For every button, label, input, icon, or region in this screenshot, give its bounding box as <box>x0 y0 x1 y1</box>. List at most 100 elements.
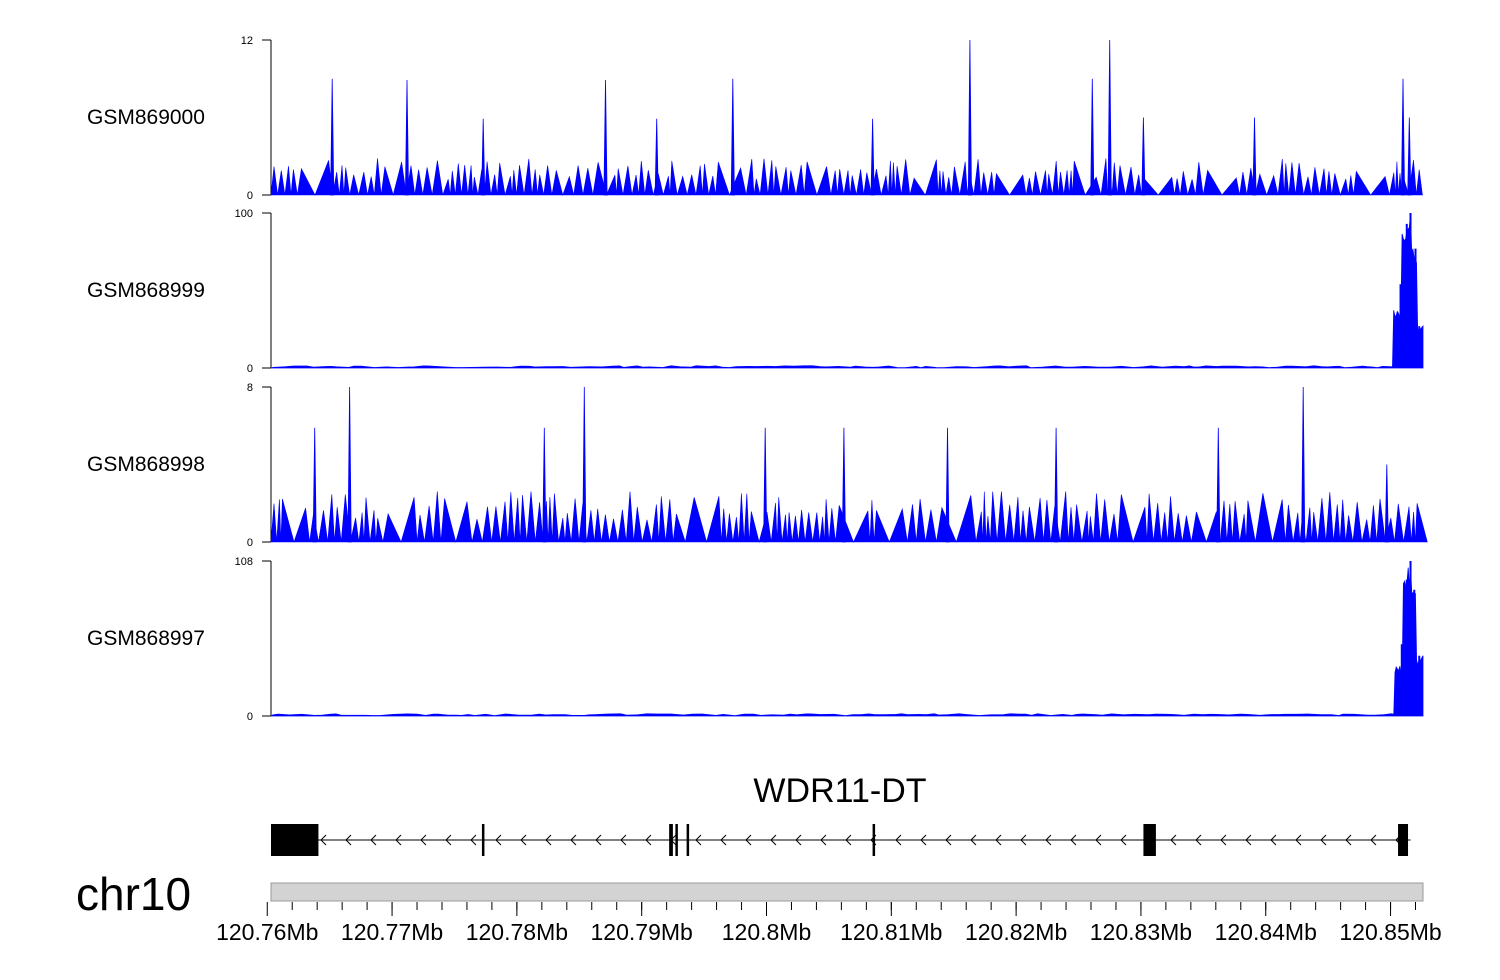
track-peak <box>347 386 352 543</box>
track-name-label: GSM869000 <box>87 106 205 129</box>
track-peak <box>730 78 735 196</box>
strand-arrow-icon <box>795 834 802 846</box>
gene-exon <box>686 824 690 856</box>
track-peak <box>1252 117 1257 196</box>
gene-exon <box>1398 824 1409 856</box>
track-GSM868997: 108 0 GSM868997 <box>87 556 1424 723</box>
strand-arrow-icon <box>1270 834 1277 846</box>
track-y-tick-label-max: 108 <box>235 556 253 568</box>
axis-tick-label: 120.81Mb <box>840 919 942 945</box>
axis-tick-label: 120.78Mb <box>466 919 568 945</box>
strand-arrow-icon <box>395 834 402 846</box>
strand-arrow-icon <box>1220 834 1227 846</box>
gene-exon <box>675 824 678 856</box>
strand-arrow-icon <box>595 834 602 846</box>
track-peak <box>312 427 317 543</box>
strand-arrow-icon <box>495 834 502 846</box>
track-peak <box>763 427 768 543</box>
axis-tick-label: 120.82Mb <box>965 919 1067 945</box>
axis-tick-label: 120.77Mb <box>341 919 443 945</box>
strand-arrow-icon <box>370 834 377 846</box>
chromosome-label: chr10 <box>76 868 191 920</box>
strand-arrow-icon <box>445 834 452 846</box>
axis-tick-label: 120.83Mb <box>1090 919 1192 945</box>
strand-arrow-icon <box>470 834 477 846</box>
track-signal-area <box>270 158 1423 197</box>
strand-arrow-icon <box>820 834 827 846</box>
strand-arrow-icon <box>970 834 977 846</box>
gene-label: WDR11-DT <box>753 772 926 810</box>
strand-arrow-icon <box>1295 834 1302 846</box>
track-peak <box>1107 39 1112 196</box>
strand-arrow-icon <box>770 834 777 846</box>
axis-tick-label: 120.76Mb <box>216 919 318 945</box>
track-GSM868998: 8 0 GSM868998 <box>87 382 1428 549</box>
track-signal-area <box>270 491 1428 544</box>
track-peak <box>870 118 875 196</box>
track-peak <box>404 79 410 196</box>
track-peak <box>1141 117 1146 196</box>
track-y-tick-label-max: 8 <box>247 382 253 394</box>
strand-arrow-icon <box>545 834 552 846</box>
strand-arrow-icon <box>1195 834 1202 846</box>
track-name-label: GSM868997 <box>87 627 205 650</box>
track-y-tick-label-max: 100 <box>235 208 253 220</box>
chromosome-ideogram <box>270 882 1424 902</box>
strand-arrow-icon <box>1045 834 1052 846</box>
track-peak <box>1384 464 1389 543</box>
strand-arrow-icon <box>1095 834 1102 846</box>
track-name-label: GSM868998 <box>87 453 205 476</box>
strand-arrow-icon <box>1070 834 1077 846</box>
track-peak <box>1216 427 1221 543</box>
axis-tick-label: 120.84Mb <box>1215 919 1317 945</box>
strand-arrow-icon <box>620 834 627 846</box>
track-signal-area <box>270 567 1424 717</box>
strand-arrow-icon <box>1245 834 1252 846</box>
signal-tracks: 12 0 GSM869000 100 0 GSM868999 8 0 GSM868998 108 0… <box>87 35 1428 723</box>
track-peak <box>542 427 547 543</box>
gene-exon <box>271 824 319 856</box>
axis-tick-label: 120.8Mb <box>722 919 812 945</box>
strand-arrow-icon <box>570 834 577 846</box>
track-peak <box>603 79 608 196</box>
gene-exon <box>481 824 485 856</box>
track-peak <box>1090 78 1095 196</box>
track-GSM868999: 100 0 GSM868999 <box>87 208 1424 375</box>
strand-arrow-icon <box>695 834 702 846</box>
strand-arrow-icon <box>520 834 527 846</box>
strand-arrow-icon <box>945 834 952 846</box>
strand-arrow-icon <box>1170 834 1177 846</box>
track-name-label: GSM868999 <box>87 279 205 302</box>
strand-arrow-icon <box>745 834 752 846</box>
strand-arrow-icon <box>1345 834 1352 846</box>
track-peak <box>967 39 972 196</box>
strand-arrow-icon <box>420 834 427 846</box>
strand-arrow-icon <box>345 834 352 846</box>
strand-arrow-icon <box>1020 834 1027 846</box>
strand-arrow-icon <box>720 834 727 846</box>
strand-arrow-icon <box>645 834 652 846</box>
strand-arrow-icon <box>320 834 327 846</box>
track-peak <box>1400 78 1406 196</box>
track-y-tick-label-max: 12 <box>241 35 253 47</box>
axis-tick-label: 120.79Mb <box>591 919 693 945</box>
track-y-tick-label-min: 0 <box>247 711 253 723</box>
track-peak <box>945 427 950 543</box>
strand-arrow-icon <box>1120 834 1127 846</box>
track-peak <box>841 427 846 543</box>
track-signal-area <box>270 213 1424 369</box>
gene-track: WDR11-DT <box>271 772 1411 856</box>
strand-arrow-icon <box>920 834 927 846</box>
track-peak <box>481 118 486 196</box>
track-peak <box>582 386 587 543</box>
track-peak <box>1301 386 1306 543</box>
track-y-tick-label-min: 0 <box>247 363 253 375</box>
track-y-tick-label-min: 0 <box>247 190 253 202</box>
track-y-tick-label-min: 0 <box>247 537 253 549</box>
gene-exon <box>1143 824 1156 856</box>
track-GSM869000: 12 0 GSM869000 <box>87 35 1423 202</box>
gene-exon <box>872 824 876 856</box>
track-peak <box>330 78 335 196</box>
genome-axis: chr10 120.76Mb 120.77Mb 120.78Mb 120.79Mb 12… <box>76 868 1442 945</box>
